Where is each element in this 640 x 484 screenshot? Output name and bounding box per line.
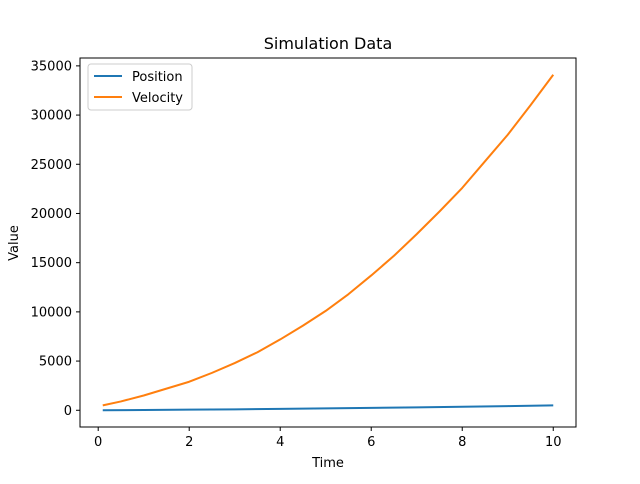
x-tick-label: 8 (458, 435, 466, 450)
y-tick-label: 25000 (31, 158, 72, 173)
series-line-position (102, 404, 554, 412)
x-tick-label: 2 (185, 435, 193, 450)
y-tick-label: 20000 (31, 207, 72, 222)
legend-label-position: Position (132, 70, 183, 85)
y-tick-label: 30000 (31, 109, 72, 124)
x-tick-label: 6 (367, 435, 375, 450)
plot-area: 0 2 4 6 8 10 0 5000 10000 15000 20000 25000 30000 350… (31, 57, 577, 450)
y-tick-label: 0 (64, 404, 72, 419)
series-line-velocity (102, 74, 555, 407)
axes-frame (79, 57, 577, 428)
x-axis-label: Time (311, 456, 344, 471)
y-tick-label: 35000 (31, 59, 72, 74)
y-tick-label: 10000 (31, 305, 72, 320)
legend: Position Velocity (87, 63, 193, 111)
x-tick-label: 0 (94, 435, 102, 450)
y-tick-label: 15000 (31, 256, 72, 271)
legend-label-velocity: Velocity (132, 91, 183, 106)
x-tick-label: 10 (545, 435, 562, 450)
x-tick-label: 4 (276, 435, 284, 450)
chart-title: Simulation Data (264, 34, 393, 53)
y-tick-label: 5000 (39, 355, 72, 370)
y-axis-label: Value (7, 225, 22, 261)
